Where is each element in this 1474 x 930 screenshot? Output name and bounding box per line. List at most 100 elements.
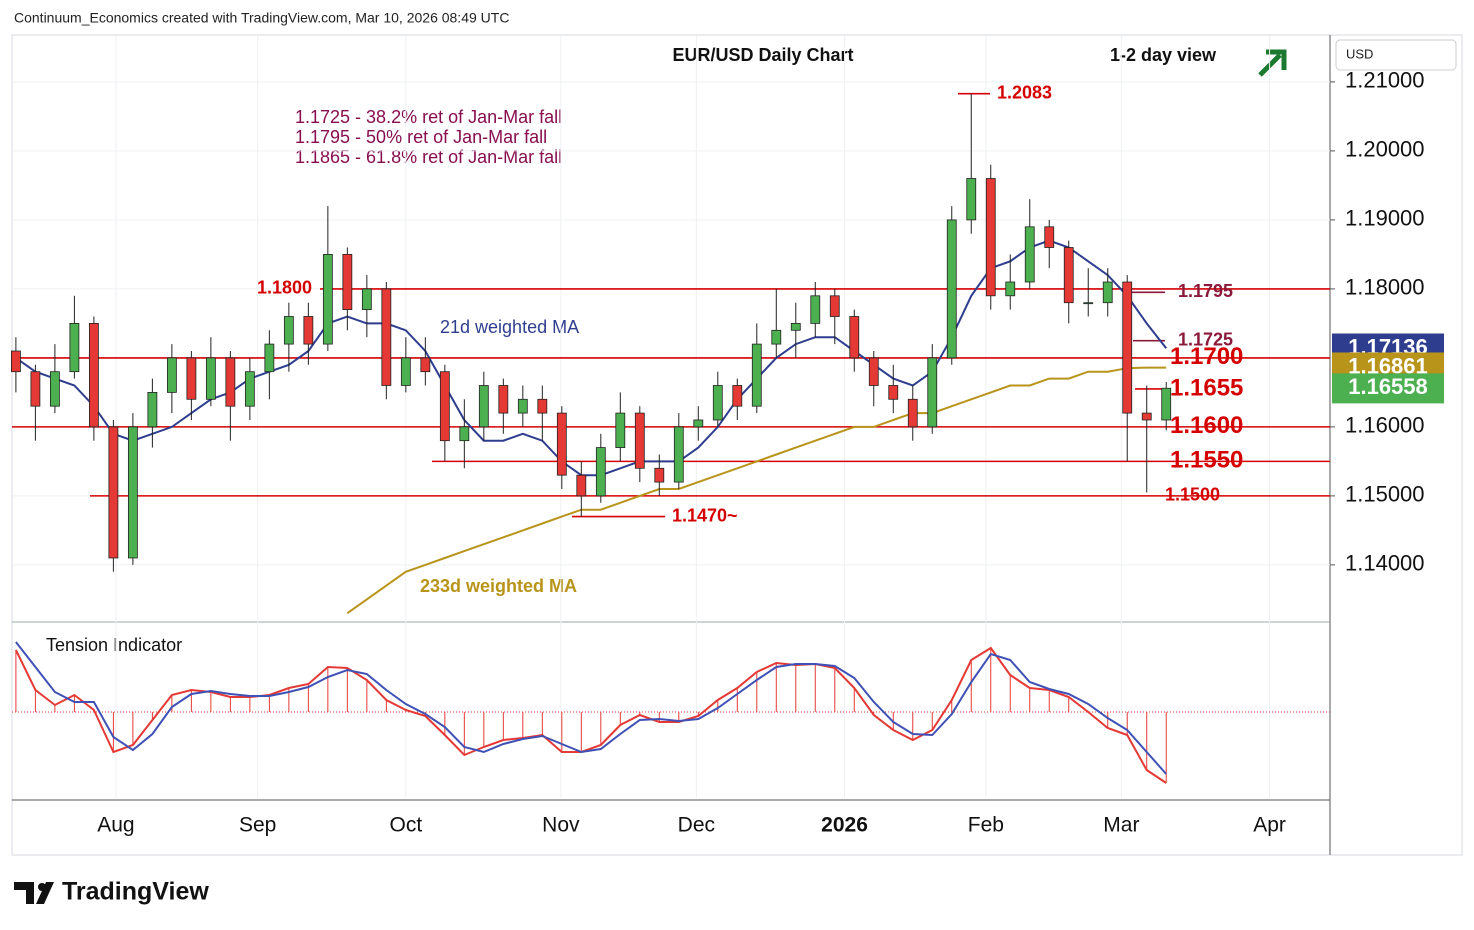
candle-body — [810, 295, 821, 324]
candle-body — [186, 357, 197, 400]
candle-body — [615, 412, 626, 448]
level-label: 1.1800 — [257, 278, 312, 298]
candle-body — [205, 357, 216, 400]
candle-body — [264, 343, 275, 373]
candle-body — [147, 391, 158, 428]
price-tag-label: 1.16558 — [1348, 374, 1428, 399]
x-tick-label: Aug — [97, 814, 134, 837]
indicator-title: Tension Indicator — [46, 635, 182, 655]
y-tick-label: 1.14000 — [1345, 551, 1425, 576]
level-label: 1.1470~ — [672, 505, 738, 525]
candle-body — [732, 385, 743, 407]
candle-body — [693, 419, 704, 428]
candle-body — [303, 316, 314, 345]
ma-label: 233d weighted MA — [420, 576, 577, 596]
currency-box — [1335, 39, 1457, 71]
candle-body — [49, 371, 60, 407]
candle-body — [361, 288, 372, 310]
candle-body — [556, 412, 567, 476]
level-label: 1.1725 — [1178, 329, 1233, 349]
price-tag — [1332, 373, 1444, 404]
y-tick-label: 1.15000 — [1345, 482, 1425, 507]
x-tick-label: Nov — [542, 814, 580, 837]
x-tick-label: Dec — [678, 814, 715, 837]
candle-body — [907, 398, 918, 428]
level-label: 1.1655 — [1170, 374, 1243, 401]
ma-line — [15, 239, 1167, 477]
candle-body — [439, 371, 450, 442]
candle-body — [1063, 247, 1074, 304]
candle-body — [927, 357, 938, 428]
candle-body — [829, 295, 840, 317]
level-label: 1.1550 — [1170, 447, 1243, 474]
candle-body — [595, 447, 606, 497]
x-tick-label: Sep — [239, 814, 276, 837]
candle-body — [1005, 281, 1016, 297]
indicator-line — [15, 641, 1167, 775]
candle-body — [1044, 226, 1055, 248]
x-tick-label: Apr — [1253, 814, 1286, 837]
candle-body — [478, 385, 489, 428]
candle-body — [459, 426, 470, 442]
candle-body — [88, 322, 99, 428]
annotation: 1.1865 - 61.8% ret of Jan-Mar fall — [295, 147, 562, 167]
candle-body — [1024, 226, 1035, 283]
candle-body — [673, 426, 684, 483]
currency: USD — [1346, 46, 1373, 61]
candle-body — [166, 357, 177, 393]
candle-body — [1141, 412, 1152, 421]
ma-line — [346, 366, 1167, 615]
candle-body — [712, 385, 723, 421]
y-tick-label: 1.19000 — [1345, 206, 1425, 231]
level-label: 1.1795 — [1178, 281, 1233, 301]
candle-body — [225, 357, 236, 407]
candle-body — [946, 219, 957, 359]
x-tick-label: Mar — [1103, 814, 1139, 837]
candle-body — [1161, 387, 1172, 421]
candle-body — [849, 316, 860, 359]
x-tick-label: 2026 — [821, 814, 868, 837]
candle-body — [244, 371, 255, 407]
candle-body — [751, 343, 762, 407]
candle-body — [342, 254, 353, 310]
x-tick-label: Oct — [390, 814, 423, 837]
candle-body — [498, 385, 509, 414]
y-tick-label: 1.18000 — [1345, 275, 1425, 300]
candle-body — [537, 398, 548, 414]
candle-body — [322, 254, 333, 345]
candle-body — [1122, 281, 1133, 414]
subtitle: 1-2 day view — [1110, 45, 1217, 65]
y-tick-label: 1.16000 — [1345, 413, 1425, 438]
candle-body — [30, 371, 41, 407]
candle-body — [420, 357, 431, 373]
level-label: 1.1700 — [1170, 343, 1243, 370]
candle-body — [576, 474, 587, 497]
candle-body — [654, 467, 665, 483]
header: Continuum_Economics created with Trading… — [14, 10, 509, 26]
candle-body — [634, 412, 645, 469]
candle-body — [868, 357, 879, 386]
logo — [14, 882, 54, 904]
ma-label: 21d weighted MA — [440, 317, 579, 337]
level-label: 1.1600 — [1170, 412, 1243, 439]
y-tick-label: 1.20000 — [1345, 137, 1425, 162]
candle-body — [10, 350, 21, 373]
candle-body — [1083, 302, 1094, 305]
candle-body — [283, 316, 294, 345]
candle-body — [888, 385, 899, 400]
candle-body — [771, 329, 782, 345]
candle-body — [790, 322, 801, 331]
candle-body — [985, 178, 996, 297]
frame — [11, 34, 1463, 856]
candle-body — [966, 178, 977, 221]
candle-body — [108, 426, 119, 559]
candle-body — [381, 288, 392, 386]
candle-body — [517, 398, 528, 414]
candle-body — [69, 322, 80, 373]
y-tick-label: 1.21000 — [1345, 68, 1425, 93]
level-label: 1.2083 — [997, 82, 1052, 102]
annotation: 1.1725 - 38.2% ret of Jan-Mar fall — [295, 107, 562, 127]
level-label: 1.1500 — [1165, 485, 1220, 505]
candle-body — [1102, 281, 1113, 304]
